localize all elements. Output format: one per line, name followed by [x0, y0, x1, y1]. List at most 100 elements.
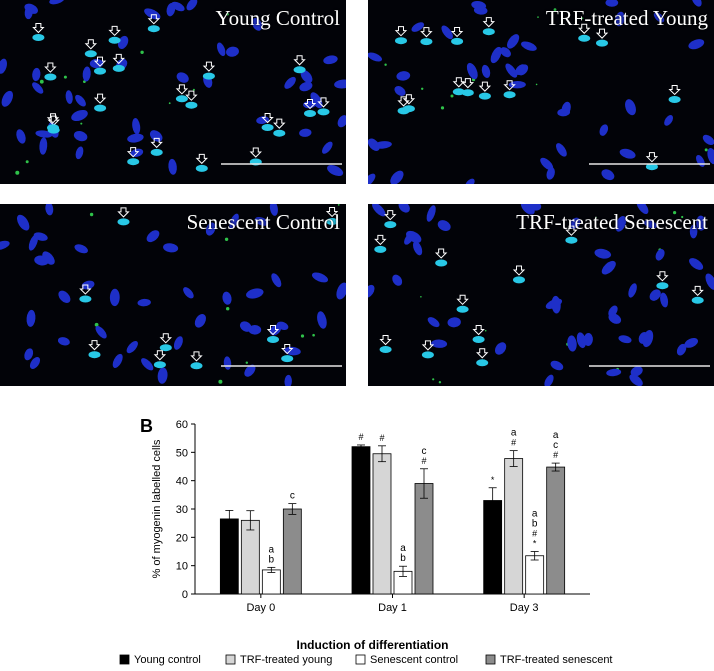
nucleus	[556, 143, 567, 157]
myogenin-nucleus	[127, 158, 140, 166]
arrow-marker-icon	[402, 94, 416, 105]
nucleus	[216, 42, 226, 57]
nucleus	[676, 343, 687, 356]
nucleus	[317, 311, 327, 329]
nucleus	[65, 90, 73, 104]
legend-label: Senescent control	[370, 654, 458, 666]
myogenin-nucleus	[420, 38, 433, 46]
nucleus	[466, 62, 478, 80]
nucleus	[95, 325, 107, 339]
green-speck	[581, 17, 584, 20]
nucleus	[144, 8, 161, 20]
nucleus	[109, 288, 120, 307]
arrow-marker-icon	[472, 324, 485, 336]
nucleus	[26, 309, 36, 327]
myogenin-nucleus	[476, 359, 489, 367]
nucleus	[630, 366, 643, 377]
nucleus	[702, 134, 714, 145]
significance-label: #	[421, 456, 426, 466]
x-axis-label: Induction of differentiation	[297, 638, 449, 652]
nucleus	[427, 317, 440, 328]
nucleus	[481, 64, 491, 78]
nucleus	[368, 284, 375, 298]
nucleus	[246, 288, 264, 299]
nucleus	[406, 230, 422, 243]
nucleus	[689, 258, 704, 270]
nucleus	[567, 335, 577, 352]
arrow-marker-icon	[691, 285, 704, 297]
nucleus	[540, 157, 554, 171]
arrow-marker-icon	[195, 153, 208, 165]
nucleus	[269, 204, 278, 216]
myogenin-nucleus	[513, 276, 525, 284]
nucleus	[33, 232, 48, 241]
arrow-marker-icon	[482, 17, 496, 28]
nucleus	[629, 374, 643, 386]
micrograph-trf-treated-senescent: TRF-treated Senescent	[368, 204, 714, 386]
bar	[546, 466, 566, 595]
nucleus	[24, 6, 33, 20]
arrow-marker-icon	[190, 351, 203, 362]
myogenin-nucleus	[44, 73, 57, 81]
green-speck	[432, 378, 435, 381]
myogenin-nucleus	[94, 104, 107, 112]
green-speck	[421, 87, 424, 91]
y-tick-label: 50	[176, 447, 188, 459]
green-speck	[140, 50, 144, 54]
nucleus	[284, 76, 296, 89]
nucleus	[49, 0, 65, 5]
nucleus	[544, 374, 554, 386]
significance-label: #	[553, 450, 558, 460]
nucleus	[300, 69, 313, 84]
x-tick-label: Day 1	[378, 602, 407, 614]
nucleus	[398, 204, 410, 213]
myogenin-nucleus	[153, 361, 166, 369]
green-speck	[420, 296, 422, 298]
nucleus	[58, 290, 71, 303]
significance-label: c	[422, 446, 427, 457]
arrow-marker-icon	[281, 344, 294, 355]
arrow-marker-icon	[456, 294, 469, 306]
nucleus	[271, 273, 282, 288]
significance-label: a	[400, 543, 406, 554]
myogenin-nucleus	[273, 129, 286, 137]
arrow-marker-icon	[374, 234, 387, 246]
micrograph-young-control: Young Control	[0, 0, 346, 184]
micrograph-label: TRF-treated Young	[545, 6, 708, 30]
myogenin-nucleus	[195, 164, 208, 172]
arrow-marker-icon	[452, 77, 466, 88]
significance-label: b	[532, 519, 538, 530]
arrow-marker-icon	[565, 225, 578, 236]
nucleus	[551, 295, 561, 314]
nucleus	[368, 52, 383, 62]
myogenin-nucleus	[452, 88, 465, 96]
nucleus	[39, 137, 48, 155]
significance-label: c	[553, 440, 558, 451]
arrow-marker-icon	[93, 56, 107, 67]
myogenin-nucleus	[326, 218, 339, 225]
myogenin-nucleus	[456, 305, 469, 313]
green-speck	[484, 329, 487, 332]
nucleus	[146, 230, 160, 243]
arrow-marker-icon	[656, 271, 669, 282]
green-speck	[218, 379, 223, 384]
green-speck	[673, 211, 677, 215]
myogenin-nucleus	[47, 124, 59, 132]
y-tick-label: 40	[176, 476, 188, 488]
nucleus	[373, 141, 392, 149]
green-speck	[440, 106, 445, 110]
nucleus	[311, 272, 329, 283]
green-speck	[681, 215, 684, 219]
nucleus	[75, 146, 84, 160]
nucleus	[392, 274, 403, 286]
arrow-marker-icon	[93, 93, 107, 104]
nucleus	[638, 331, 649, 344]
bar	[240, 519, 260, 595]
nucleus	[546, 167, 555, 180]
green-speck	[192, 88, 195, 91]
nucleus	[618, 335, 632, 344]
arrow-marker-icon	[273, 118, 286, 129]
arrow-marker-icon	[108, 25, 121, 37]
bar	[414, 483, 434, 595]
significance-label: *	[533, 539, 537, 549]
